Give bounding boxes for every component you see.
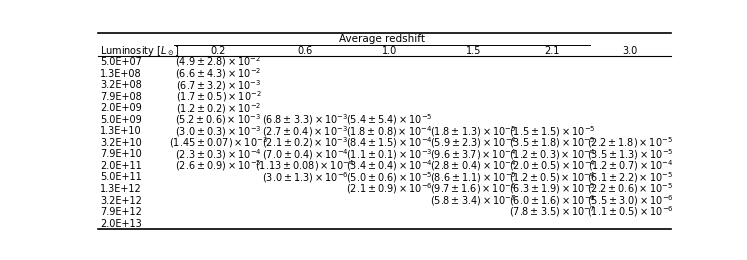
Text: $(3.0 \pm 1.3) \times 10^{-6}$: $(3.0 \pm 1.3) \times 10^{-6}$ (261, 170, 348, 185)
Text: $(1.8 \pm 1.3) \times 10^{-5}$: $(1.8 \pm 1.3) \times 10^{-5}$ (430, 124, 516, 139)
Text: 7.9E+12: 7.9E+12 (100, 207, 142, 217)
Text: $(2.3 \pm 0.3) \times 10^{-4}$: $(2.3 \pm 0.3) \times 10^{-4}$ (175, 147, 261, 162)
Text: $(6.0 \pm 1.6) \times 10^{-6}$: $(6.0 \pm 1.6) \times 10^{-6}$ (509, 193, 595, 208)
Text: 1.3E+10: 1.3E+10 (100, 126, 142, 136)
Text: Luminosity [$L_\odot$]: Luminosity [$L_\odot$] (100, 43, 180, 57)
Text: 2.1: 2.1 (545, 46, 560, 56)
Text: 2.0E+13: 2.0E+13 (100, 219, 142, 229)
Text: $(2.2 \pm 1.8) \times 10^{-5}$: $(2.2 \pm 1.8) \times 10^{-5}$ (587, 135, 673, 150)
Text: $(3.5 \pm 1.3) \times 10^{-5}$: $(3.5 \pm 1.3) \times 10^{-5}$ (587, 147, 674, 162)
Text: $(7.0 \pm 0.4) \times 10^{-4}$: $(7.0 \pm 0.4) \times 10^{-4}$ (261, 147, 348, 162)
Text: $(3.5 \pm 1.8) \times 10^{-5}$: $(3.5 \pm 1.8) \times 10^{-5}$ (509, 135, 595, 150)
Text: $(1.2 \pm 0.3) \times 10^{-4}$: $(1.2 \pm 0.3) \times 10^{-4}$ (509, 147, 595, 162)
Text: 3.2E+08: 3.2E+08 (100, 80, 142, 90)
Text: $(2.8 \pm 0.4) \times 10^{-4}$: $(2.8 \pm 0.4) \times 10^{-4}$ (430, 159, 516, 173)
Text: $(1.2 \pm 0.2) \times 10^{-2}$: $(1.2 \pm 0.2) \times 10^{-2}$ (176, 101, 261, 116)
Text: 0.2: 0.2 (211, 46, 226, 56)
Text: 5.0E+07: 5.0E+07 (100, 57, 142, 67)
Text: $(1.7 \pm 0.5) \times 10^{-2}$: $(1.7 \pm 0.5) \times 10^{-2}$ (176, 89, 261, 104)
Text: $(3.4 \pm 0.4) \times 10^{-4}$: $(3.4 \pm 0.4) \times 10^{-4}$ (346, 159, 433, 173)
Text: $(6.7 \pm 3.2) \times 10^{-3}$: $(6.7 \pm 3.2) \times 10^{-3}$ (176, 78, 261, 93)
Text: $(5.4 \pm 5.4) \times 10^{-5}$: $(5.4 \pm 5.4) \times 10^{-5}$ (346, 112, 433, 127)
Text: $(2.7 \pm 0.4) \times 10^{-3}$: $(2.7 \pm 0.4) \times 10^{-3}$ (262, 124, 348, 139)
Text: $(9.7 \pm 1.6) \times 10^{-6}$: $(9.7 \pm 1.6) \times 10^{-6}$ (430, 181, 516, 196)
Text: 1.3E+12: 1.3E+12 (100, 184, 142, 194)
Text: $(6.8 \pm 3.3) \times 10^{-3}$: $(6.8 \pm 3.3) \times 10^{-3}$ (262, 112, 348, 127)
Text: 2.0E+11: 2.0E+11 (100, 161, 142, 171)
Text: $(6.3 \pm 1.9) \times 10^{-5}$: $(6.3 \pm 1.9) \times 10^{-5}$ (509, 181, 595, 196)
Text: $(5.8 \pm 3.4) \times 10^{-7}$: $(5.8 \pm 3.4) \times 10^{-7}$ (430, 193, 516, 208)
Text: 7.9E+08: 7.9E+08 (100, 92, 142, 102)
Text: 5.0E+11: 5.0E+11 (100, 172, 142, 183)
Text: $(7.8 \pm 3.5) \times 10^{-7}$: $(7.8 \pm 3.5) \times 10^{-7}$ (509, 205, 595, 219)
Text: $(2.1 \pm 0.2) \times 10^{-3}$: $(2.1 \pm 0.2) \times 10^{-3}$ (262, 135, 348, 150)
Text: $(2.0 \pm 0.5) \times 10^{-4}$: $(2.0 \pm 0.5) \times 10^{-4}$ (509, 159, 595, 173)
Text: $(5.2 \pm 0.6) \times 10^{-3}$: $(5.2 \pm 0.6) \times 10^{-3}$ (176, 112, 261, 127)
Text: 3.0: 3.0 (623, 46, 638, 56)
Text: 7.9E+10: 7.9E+10 (100, 150, 142, 159)
Text: $(1.2 \pm 0.5) \times 10^{-4}$: $(1.2 \pm 0.5) \times 10^{-4}$ (509, 170, 595, 185)
Text: $(5.0 \pm 0.6) \times 10^{-5}$: $(5.0 \pm 0.6) \times 10^{-5}$ (346, 170, 433, 185)
Text: 1.5: 1.5 (465, 46, 481, 56)
Text: $(8.6 \pm 1.1) \times 10^{-5}$: $(8.6 \pm 1.1) \times 10^{-5}$ (430, 170, 516, 185)
Text: $(1.13 \pm 0.08) \times 10^{-4}$: $(1.13 \pm 0.08) \times 10^{-4}$ (255, 159, 355, 173)
Text: $(1.8 \pm 0.8) \times 10^{-4}$: $(1.8 \pm 0.8) \times 10^{-4}$ (346, 124, 433, 139)
Text: 3.2E+10: 3.2E+10 (100, 138, 142, 148)
Text: $(2.6 \pm 0.9) \times 10^{-5}$: $(2.6 \pm 0.9) \times 10^{-5}$ (175, 159, 261, 173)
Text: 2.0E+09: 2.0E+09 (100, 103, 142, 113)
Text: Average redshift: Average redshift (338, 34, 425, 44)
Text: $(2.2 \pm 0.6) \times 10^{-5}$: $(2.2 \pm 0.6) \times 10^{-5}$ (587, 181, 673, 196)
Text: $(3.0 \pm 0.3) \times 10^{-3}$: $(3.0 \pm 0.3) \times 10^{-3}$ (175, 124, 261, 139)
Text: 5.0E+09: 5.0E+09 (100, 115, 142, 125)
Text: 1.3E+08: 1.3E+08 (100, 69, 142, 79)
Text: $(6.6 \pm 4.3) \times 10^{-2}$: $(6.6 \pm 4.3) \times 10^{-2}$ (176, 66, 261, 81)
Text: $(5.9 \pm 2.3) \times 10^{-4}$: $(5.9 \pm 2.3) \times 10^{-4}$ (430, 135, 516, 150)
Text: $(8.4 \pm 1.5) \times 10^{-4}$: $(8.4 \pm 1.5) \times 10^{-4}$ (346, 135, 433, 150)
Text: $(9.6 \pm 3.7) \times 10^{-4}$: $(9.6 \pm 3.7) \times 10^{-4}$ (430, 147, 516, 162)
Text: $(1.45 \pm 0.07) \times 10^{-3}$: $(1.45 \pm 0.07) \times 10^{-3}$ (169, 135, 268, 150)
Text: 1.0: 1.0 (382, 46, 397, 56)
Text: $(4.9 \pm 2.8) \times 10^{-2}$: $(4.9 \pm 2.8) \times 10^{-2}$ (176, 55, 261, 69)
Text: $(5.5 \pm 3.0) \times 10^{-6}$: $(5.5 \pm 3.0) \times 10^{-6}$ (587, 193, 674, 208)
Text: 0.6: 0.6 (297, 46, 312, 56)
Text: 3.2E+12: 3.2E+12 (100, 196, 142, 206)
Text: $(2.1 \pm 0.9) \times 10^{-6}$: $(2.1 \pm 0.9) \times 10^{-6}$ (346, 181, 433, 196)
Text: $(1.1 \pm 0.1) \times 10^{-3}$: $(1.1 \pm 0.1) \times 10^{-3}$ (346, 147, 433, 162)
Text: $(6.1 \pm 2.2) \times 10^{-5}$: $(6.1 \pm 2.2) \times 10^{-5}$ (587, 170, 673, 185)
Text: $(1.5 \pm 1.5) \times 10^{-5}$: $(1.5 \pm 1.5) \times 10^{-5}$ (509, 124, 595, 139)
Text: $(1.1 \pm 0.5) \times 10^{-6}$: $(1.1 \pm 0.5) \times 10^{-6}$ (587, 205, 674, 219)
Text: $(1.2 \pm 0.7) \times 10^{-4}$: $(1.2 \pm 0.7) \times 10^{-4}$ (588, 159, 673, 173)
